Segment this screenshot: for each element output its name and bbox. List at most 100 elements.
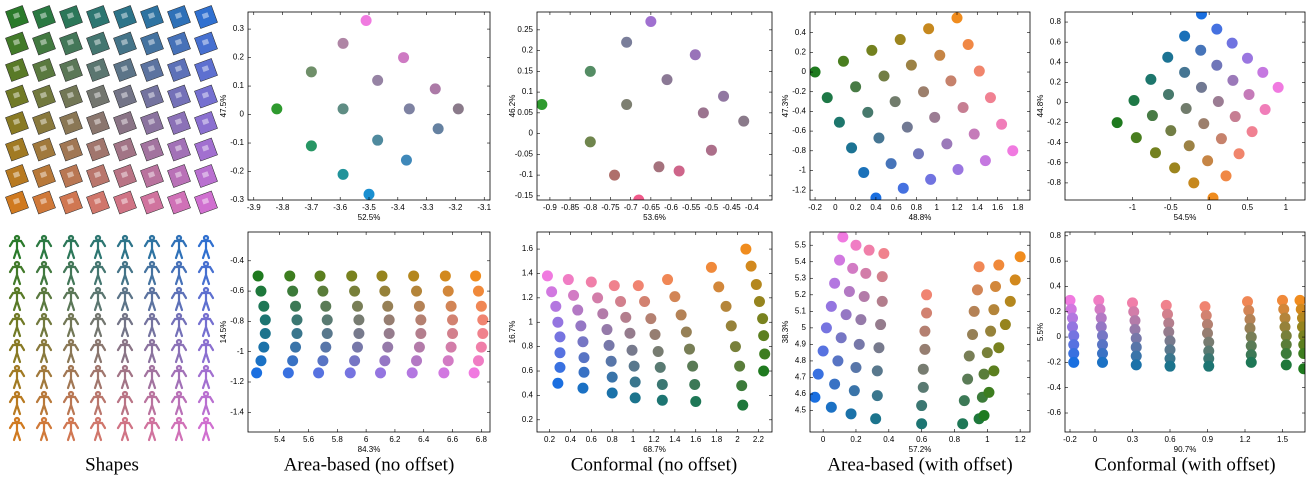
- x-tick-label: 1.2: [1239, 435, 1251, 444]
- x-axis-label: 48.8%: [909, 213, 932, 222]
- point: [438, 367, 450, 379]
- shape-highlight: [12, 118, 21, 125]
- point: [1014, 251, 1026, 263]
- scatter-panel: 5.4 5.6 5.8 6 6.2 6.4 6.6 6.8 -1.4 -1.2 -1 -0.8 -0.6…: [219, 231, 491, 454]
- y-tick-label: -0.6: [1047, 158, 1061, 167]
- point: [379, 355, 391, 367]
- point: [259, 314, 271, 326]
- x-tick-label: 1.2: [951, 203, 963, 212]
- point: [875, 319, 887, 331]
- point: [916, 400, 928, 412]
- x-tick-label: -0.8: [583, 203, 597, 212]
- x-tick-label: -3.1: [477, 203, 491, 212]
- x-tick-label: 1: [935, 203, 940, 212]
- point: [447, 314, 459, 326]
- x-tick-label: -0.75: [601, 203, 620, 212]
- point: [921, 307, 933, 319]
- point: [477, 314, 489, 326]
- shape-thumb: [140, 111, 164, 135]
- x-tick-label: 0.3: [1127, 435, 1139, 444]
- y-tick-label: 0: [802, 67, 807, 76]
- y-tick-label: 0.4: [522, 391, 534, 400]
- point: [1007, 145, 1019, 157]
- shape-thumb: [194, 5, 218, 29]
- point: [1095, 312, 1107, 324]
- points: [537, 16, 750, 200]
- point: [620, 311, 632, 323]
- y-tick-label: 5.5: [795, 240, 807, 249]
- figure-thumb: [170, 338, 188, 364]
- point: [1246, 126, 1258, 138]
- point: [575, 320, 587, 332]
- x-tick-label: -0.2: [1063, 435, 1077, 444]
- point: [601, 324, 613, 336]
- point: [255, 285, 267, 297]
- point: [963, 350, 975, 362]
- y-tick-label: 5.2: [795, 290, 807, 299]
- shape-thumb: [140, 58, 164, 82]
- point: [750, 278, 762, 290]
- shape-thumb: [5, 58, 29, 82]
- shape-thumb: [194, 164, 218, 188]
- x-tick-label: 1: [631, 435, 636, 444]
- x-tick-label: -3.9: [247, 203, 261, 212]
- shape-thumb: [194, 111, 218, 135]
- figure-thumb: [62, 260, 80, 286]
- y-tick-label: 0.2: [795, 47, 807, 56]
- figure-thumb: [62, 338, 80, 364]
- shape-highlight: [66, 118, 75, 125]
- point: [1195, 44, 1207, 56]
- point: [820, 322, 832, 334]
- shape-highlight: [39, 144, 48, 152]
- points: [1065, 294, 1305, 375]
- point: [1164, 335, 1176, 347]
- point: [382, 300, 394, 312]
- y-tick-label: 0.25: [517, 25, 533, 34]
- point: [255, 355, 267, 367]
- point: [1203, 360, 1215, 372]
- point: [981, 347, 993, 359]
- shape-thumb: [113, 111, 137, 135]
- x-tick-label: -3.6: [333, 203, 347, 212]
- point: [337, 103, 349, 115]
- shape-highlight: [93, 91, 102, 99]
- shape-thumb: [59, 58, 83, 82]
- shape-highlight: [66, 197, 75, 205]
- point: [606, 387, 618, 399]
- point: [866, 44, 878, 56]
- point: [929, 111, 941, 123]
- point: [629, 376, 641, 388]
- point: [578, 352, 590, 364]
- point: [606, 371, 618, 383]
- shape-highlight: [201, 12, 210, 19]
- shape-thumb: [167, 164, 191, 188]
- point: [259, 328, 271, 340]
- y-tick-label: -0.4: [1047, 138, 1061, 147]
- y-tick-label: 4.6: [795, 389, 807, 398]
- x-tick-label: -0.5: [705, 203, 719, 212]
- x-tick-label: -0.5: [1164, 203, 1178, 212]
- point: [812, 368, 824, 380]
- shape-thumb: [5, 164, 29, 188]
- point: [835, 332, 847, 344]
- shape-highlight: [174, 197, 183, 205]
- y-tick-label: 4.7: [795, 373, 807, 382]
- point: [983, 386, 995, 398]
- caption: Area-based (with offset): [827, 454, 1012, 475]
- figure-thumb: [62, 416, 80, 442]
- point: [290, 300, 302, 312]
- y-axis-label: 14.5%: [219, 321, 228, 344]
- shape-highlight: [174, 12, 183, 19]
- shape-highlight: [120, 144, 129, 152]
- x-tick-label: -1: [1129, 203, 1137, 212]
- plot-frame: [1064, 231, 1306, 433]
- y-tick-label: 4.8: [795, 356, 807, 365]
- y-tick-label: 0.2: [522, 46, 534, 55]
- shape-highlight: [174, 91, 183, 99]
- x-tick-label: 1.2: [1015, 435, 1027, 444]
- point: [411, 285, 423, 297]
- point: [271, 103, 283, 115]
- x-tick-label: 0: [1207, 203, 1212, 212]
- x-tick-label: -3.7: [304, 203, 318, 212]
